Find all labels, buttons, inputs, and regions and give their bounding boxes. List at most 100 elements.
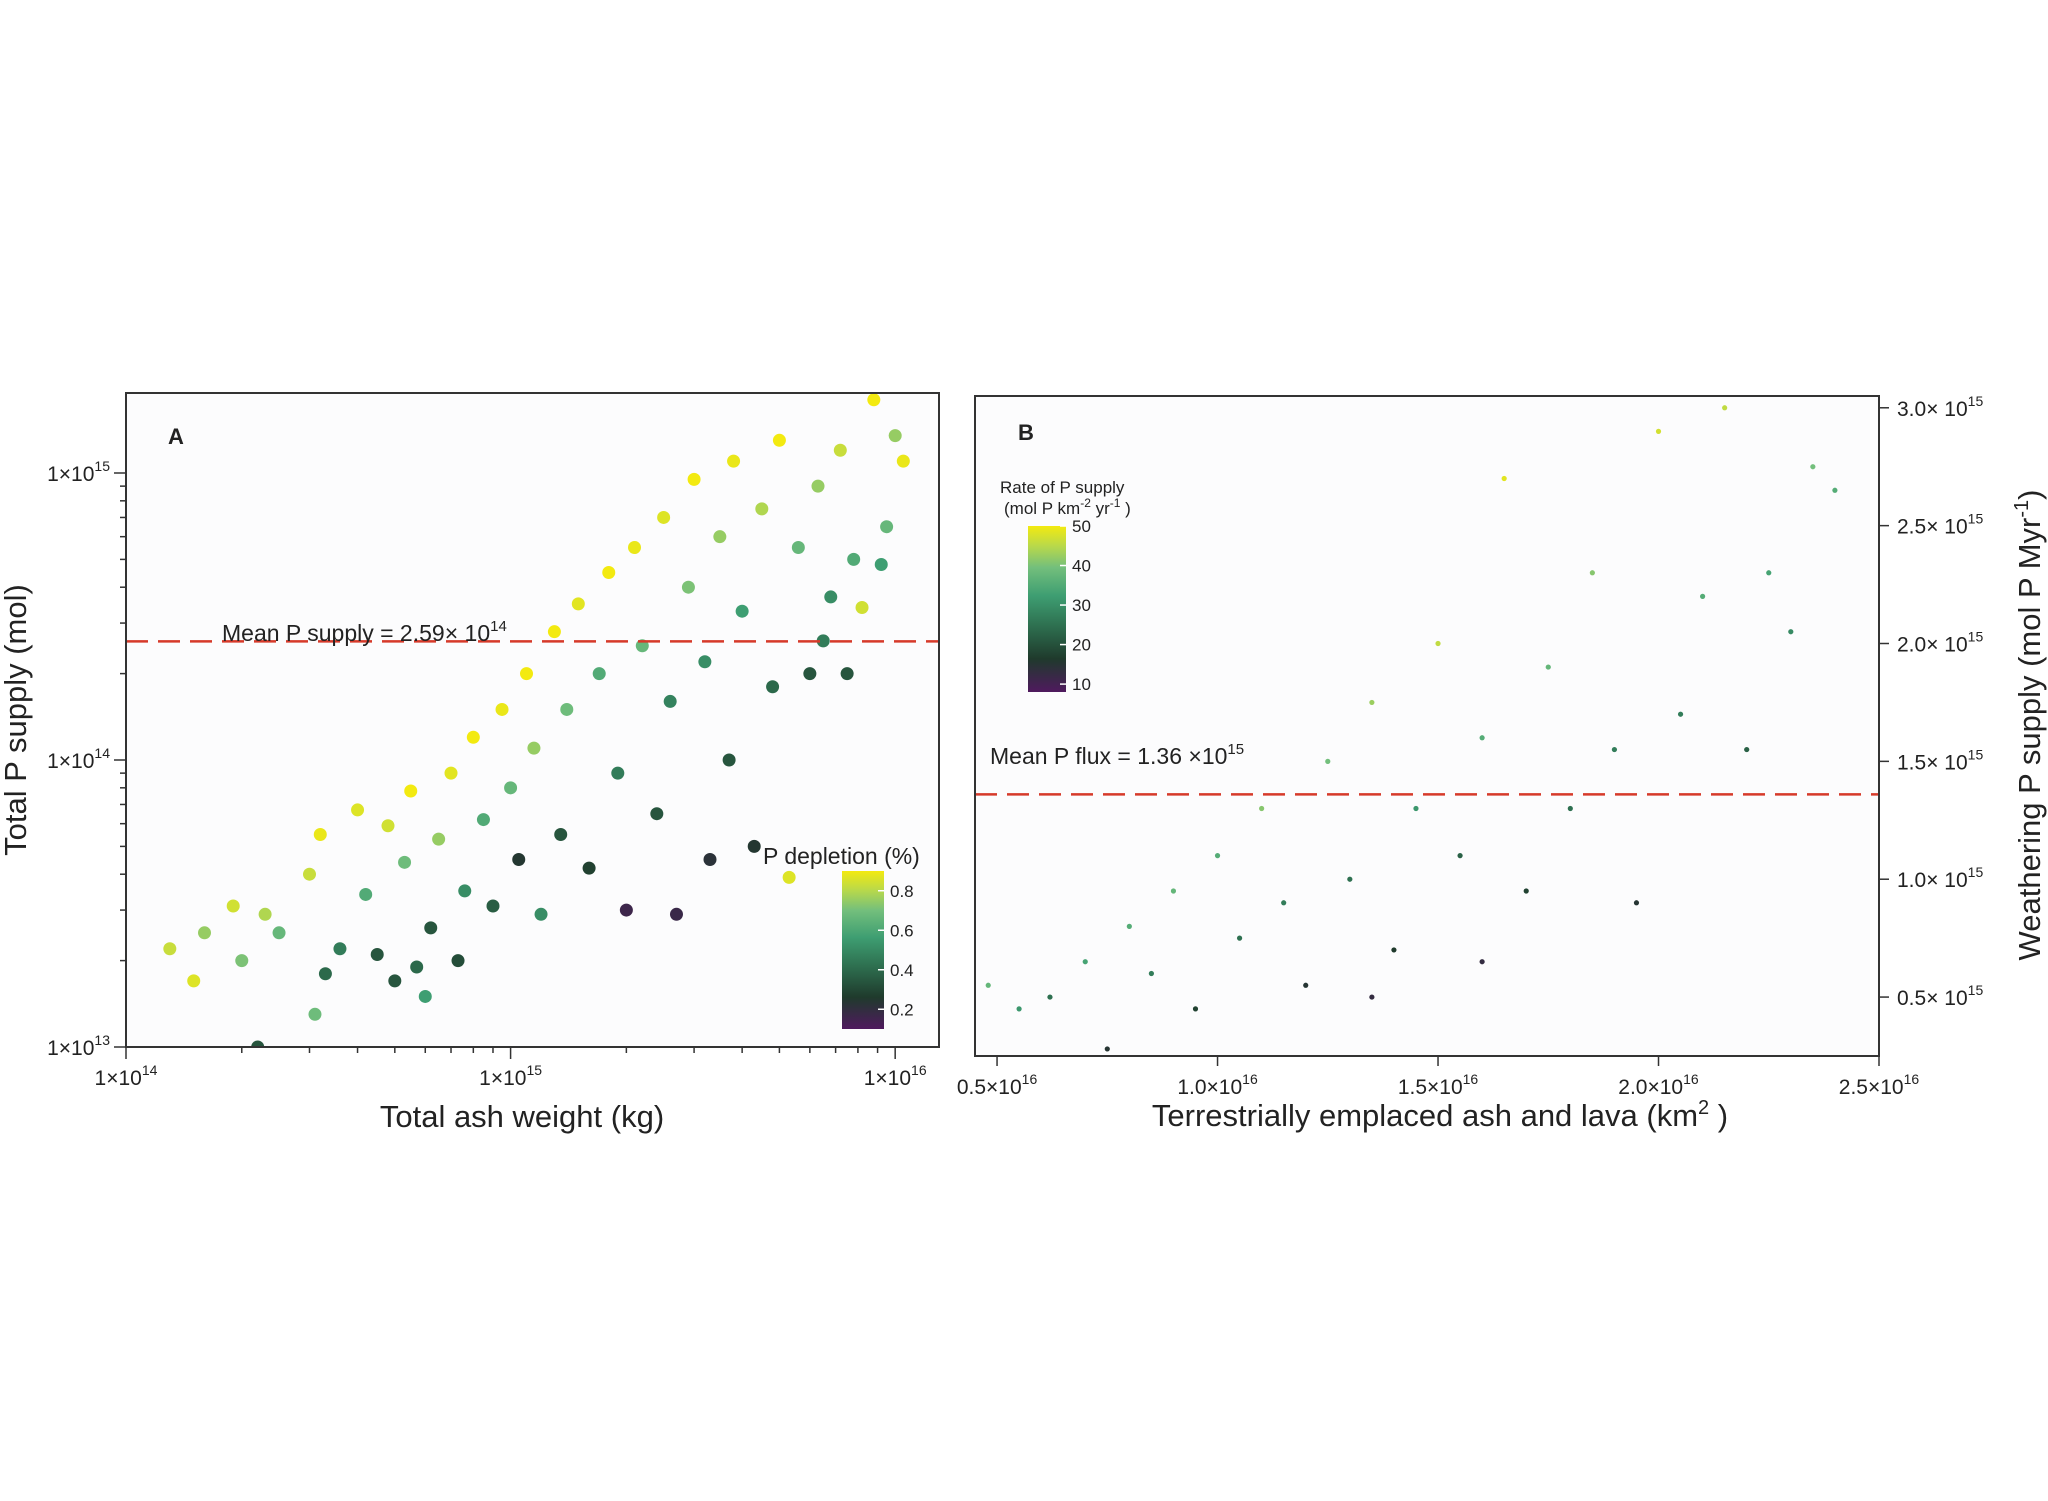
data-point xyxy=(1744,746,1750,753)
data-point xyxy=(747,839,761,853)
data-point xyxy=(398,855,412,869)
panel-a-points xyxy=(163,393,910,1047)
data-point xyxy=(512,853,526,867)
data-point xyxy=(1303,982,1309,988)
x-tick-label: 0.5×1016 xyxy=(957,1071,1038,1099)
y-tick-label: 0.5× 1015 xyxy=(1897,982,1983,1010)
colorbar-tick-label: 20 xyxy=(1072,636,1091,655)
data-point xyxy=(486,899,500,913)
panel-b-frame xyxy=(974,395,1880,1057)
data-point xyxy=(619,903,633,917)
panel-a-y-axis: 1×1013 1×1014 1×1015 xyxy=(47,458,126,1060)
panel-a-plot-area xyxy=(126,393,939,1047)
data-point xyxy=(1501,475,1507,482)
data-point xyxy=(1611,746,1618,753)
data-point xyxy=(547,625,561,639)
panel-a-y-title: Total P supply (mol) xyxy=(0,584,33,856)
data-point xyxy=(657,510,671,524)
panel-a-colorbar: P depletion (%) 0.8 0.6 0.4 0.2 xyxy=(763,843,920,1029)
x-tick-label: 2.5×1016 xyxy=(1839,1071,1920,1099)
x-tick-label: 1×1016 xyxy=(864,1062,927,1090)
data-point xyxy=(1369,699,1375,706)
panel-a-mean-label: Mean P supply = 2.59× 1014 xyxy=(222,618,507,646)
data-point xyxy=(1788,629,1794,635)
y-tick-label: 1×1014 xyxy=(47,745,110,773)
data-point xyxy=(1325,758,1331,764)
data-point xyxy=(351,803,365,817)
y-tick-label: 2.0× 1015 xyxy=(1897,629,1983,657)
panel-a-letter: A xyxy=(168,424,184,449)
y-tick-label: 1×1013 xyxy=(47,1032,110,1060)
data-point xyxy=(359,887,373,901)
data-point xyxy=(816,634,830,648)
data-point xyxy=(1236,935,1243,941)
colorbar-tick-label: 0.8 xyxy=(890,882,914,901)
data-point xyxy=(896,454,910,468)
data-point xyxy=(272,926,286,940)
data-point xyxy=(308,1007,322,1021)
colorbar-tick-label: 10 xyxy=(1072,675,1091,694)
colorbar-tick-label: 0.2 xyxy=(890,1000,914,1019)
data-point xyxy=(432,832,446,846)
data-point xyxy=(444,766,458,780)
panel-a-colorbar-title: P depletion (%) xyxy=(763,843,920,869)
panel-a-colorbar-gradient xyxy=(842,871,884,1029)
data-point xyxy=(226,899,240,913)
colorbar-tick-label: 50 xyxy=(1072,517,1091,536)
data-point xyxy=(592,667,606,681)
data-point xyxy=(840,667,854,681)
data-point xyxy=(1347,876,1353,882)
panel-b-colorbar-title-1: Rate of P supply xyxy=(1000,478,1125,497)
data-point xyxy=(520,667,534,681)
panel-a-frame xyxy=(125,392,940,1048)
data-point xyxy=(1170,888,1177,894)
data-point xyxy=(888,429,902,443)
data-point xyxy=(791,541,805,555)
data-point xyxy=(1479,735,1485,741)
panel-b-x-axis: 0.5×1016 1.0×1016 1.5×1016 2.0×1016 2.5×1016 xyxy=(957,1056,1920,1099)
data-point xyxy=(1259,805,1265,812)
data-point xyxy=(370,948,384,962)
data-point xyxy=(874,557,888,571)
x-tick-label: 1.0×1016 xyxy=(1177,1071,1258,1099)
data-point xyxy=(855,600,869,614)
data-point xyxy=(628,541,642,555)
data-point xyxy=(1126,923,1132,929)
data-point xyxy=(381,819,395,833)
y-tick-label: 1.0× 1015 xyxy=(1897,864,1983,892)
data-point xyxy=(554,828,568,842)
data-point xyxy=(302,867,316,881)
panel-b-letter: B xyxy=(1018,420,1034,445)
data-point xyxy=(466,730,480,744)
data-point xyxy=(1589,570,1595,576)
data-point xyxy=(418,989,432,1003)
data-point xyxy=(722,753,736,767)
data-point xyxy=(451,954,465,968)
data-point xyxy=(495,702,509,716)
data-point xyxy=(766,680,780,694)
panel-b: Mean P flux = 1.36 ×1015 B 0.5×1016 1.0×1… xyxy=(957,393,2047,1133)
data-point xyxy=(803,667,817,681)
data-point xyxy=(1104,1046,1110,1052)
colorbar-tick-label: 0.4 xyxy=(890,961,914,980)
data-point xyxy=(611,766,625,780)
data-point xyxy=(782,870,796,884)
data-point xyxy=(1766,570,1772,576)
x-tick-label: 1×1015 xyxy=(479,1062,542,1090)
data-point xyxy=(713,530,727,544)
data-point xyxy=(313,828,327,842)
data-point xyxy=(333,942,347,956)
data-point xyxy=(388,974,402,988)
data-point xyxy=(1523,888,1529,894)
data-point xyxy=(163,942,177,956)
data-point xyxy=(504,781,518,795)
data-point xyxy=(847,552,861,566)
y-tick-label: 1×1015 xyxy=(47,458,110,486)
panel-b-colorbar-title-2: (mol P km-2 yr-1 ) xyxy=(1004,496,1131,518)
panel-b-x-title: Terrestrially emplaced ash and lava (km2… xyxy=(1152,1097,1728,1133)
data-point xyxy=(1192,1006,1199,1012)
data-point xyxy=(187,974,201,988)
data-point xyxy=(1214,853,1221,859)
data-point xyxy=(1082,959,1088,965)
